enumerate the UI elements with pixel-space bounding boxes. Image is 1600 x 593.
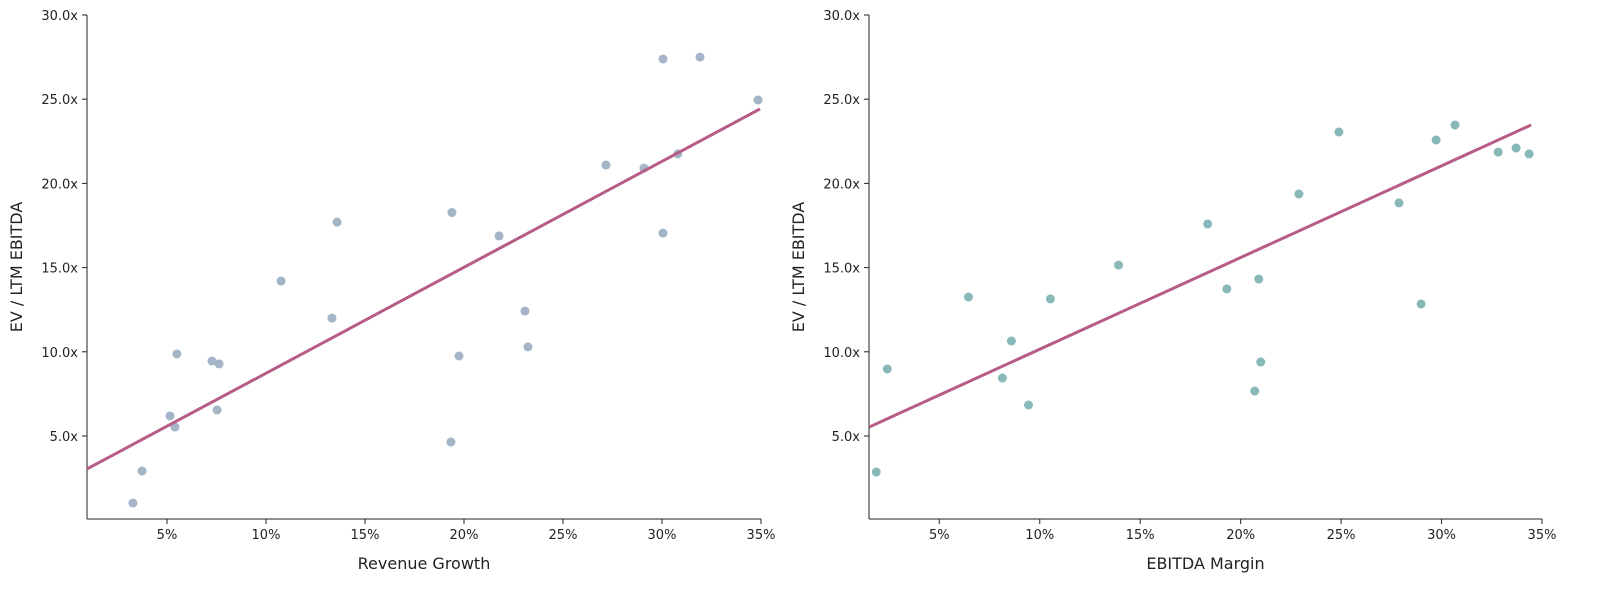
data-point	[1524, 149, 1534, 159]
data-point	[327, 313, 337, 323]
x-tick-label: 10%	[1025, 528, 1054, 543]
trend-line	[868, 123, 1532, 429]
data-point	[1254, 274, 1264, 284]
y-axis-label: EV / LTM EBITDA	[789, 202, 808, 333]
data-point	[1006, 336, 1016, 346]
y-tick-label: 30.0x	[41, 9, 78, 24]
x-tick-label: 20%	[450, 528, 479, 543]
x-tick-label: 35%	[747, 528, 776, 543]
x-axis-label: Revenue Growth	[358, 554, 491, 573]
data-point	[882, 364, 892, 374]
data-point	[172, 349, 182, 359]
y-tick-label: 15.0x	[823, 262, 860, 277]
x-tick-label: 15%	[1126, 528, 1155, 543]
x-tick-label: 20%	[1226, 528, 1255, 543]
data-point	[137, 466, 147, 476]
y-axis-label: EV / LTM EBITDA	[7, 202, 26, 333]
x-tick-label: 5%	[929, 528, 950, 543]
data-point	[1222, 284, 1232, 294]
data-point	[523, 342, 533, 352]
trend-line	[86, 107, 761, 471]
data-point	[128, 498, 138, 508]
x-tick-label: 30%	[1427, 528, 1456, 543]
y-tick-label: 25.0x	[823, 93, 860, 108]
data-point	[997, 373, 1007, 383]
data-point	[1203, 219, 1213, 229]
data-point	[520, 306, 530, 316]
data-point	[695, 52, 705, 62]
data-point	[1114, 260, 1124, 270]
x-tick-label: 25%	[1327, 528, 1356, 543]
x-tick-label: 15%	[351, 528, 380, 543]
y-tick-label: 30.0x	[823, 9, 860, 24]
data-point	[1250, 386, 1260, 396]
data-point	[1334, 127, 1344, 137]
data-point	[214, 359, 224, 369]
data-point	[963, 292, 973, 302]
y-tick-label: 5.0x	[832, 430, 861, 445]
data-point	[494, 231, 504, 241]
data-point	[1294, 189, 1304, 199]
y-tick-label: 10.0x	[41, 346, 78, 361]
scatter-panel-2: 5% 10% 15% 20% 25% 30% 35% 5.0x 10.0x 15.0x 20.0x 2…	[789, 9, 1556, 573]
data-point	[1431, 135, 1441, 145]
y-tick-label: 25.0x	[41, 93, 78, 108]
x-tick-label: 25%	[549, 528, 578, 543]
data-point	[1416, 299, 1426, 309]
data-point	[601, 160, 611, 170]
data-point	[276, 276, 286, 286]
data-point	[1024, 400, 1034, 410]
x-axis-label: EBITDA Margin	[1146, 554, 1264, 573]
data-point	[1256, 357, 1266, 367]
y-tick-label: 15.0x	[41, 262, 78, 277]
data-point	[658, 228, 668, 238]
x-tick-label: 30%	[648, 528, 677, 543]
y-tick-label: 5.0x	[50, 430, 79, 445]
data-point	[454, 351, 464, 361]
data-point	[753, 95, 763, 105]
data-point	[1511, 143, 1521, 153]
data-point	[1394, 198, 1404, 208]
y-tick-label: 20.0x	[823, 177, 860, 192]
data-point	[446, 437, 456, 447]
y-tick-label: 20.0x	[41, 177, 78, 192]
data-point	[332, 217, 342, 227]
data-point	[165, 411, 175, 421]
data-point	[207, 356, 217, 366]
data-point	[1493, 147, 1503, 157]
data-point	[1045, 294, 1055, 304]
x-tick-label: 35%	[1528, 528, 1557, 543]
data-point	[1450, 120, 1460, 130]
data-point	[212, 405, 222, 415]
x-tick-label: 10%	[252, 528, 281, 543]
y-tick-label: 10.0x	[823, 346, 860, 361]
data-point	[871, 467, 881, 477]
scatter-panel-1: 5% 10% 15% 20% 25% 30% 35% 5.0x 10.0x 15.0x 20.0x 2…	[7, 9, 775, 573]
data-point	[658, 54, 668, 64]
data-point	[447, 208, 457, 218]
x-tick-label: 5%	[157, 528, 178, 543]
